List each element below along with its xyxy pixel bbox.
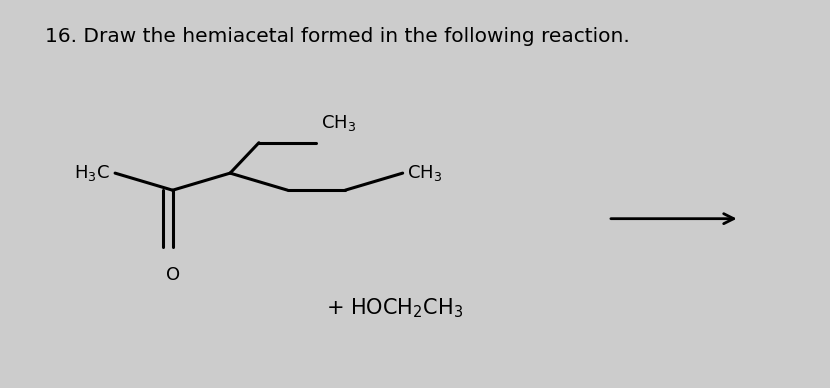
Text: 16. Draw the hemiacetal formed in the following reaction.: 16. Draw the hemiacetal formed in the fo… xyxy=(46,27,630,46)
Text: + HOCH$_2$CH$_3$: + HOCH$_2$CH$_3$ xyxy=(326,296,463,320)
Text: H$_3$C: H$_3$C xyxy=(74,163,110,183)
Text: CH$_3$: CH$_3$ xyxy=(407,163,442,183)
Text: CH$_3$: CH$_3$ xyxy=(320,113,356,133)
Text: O: O xyxy=(165,266,179,284)
